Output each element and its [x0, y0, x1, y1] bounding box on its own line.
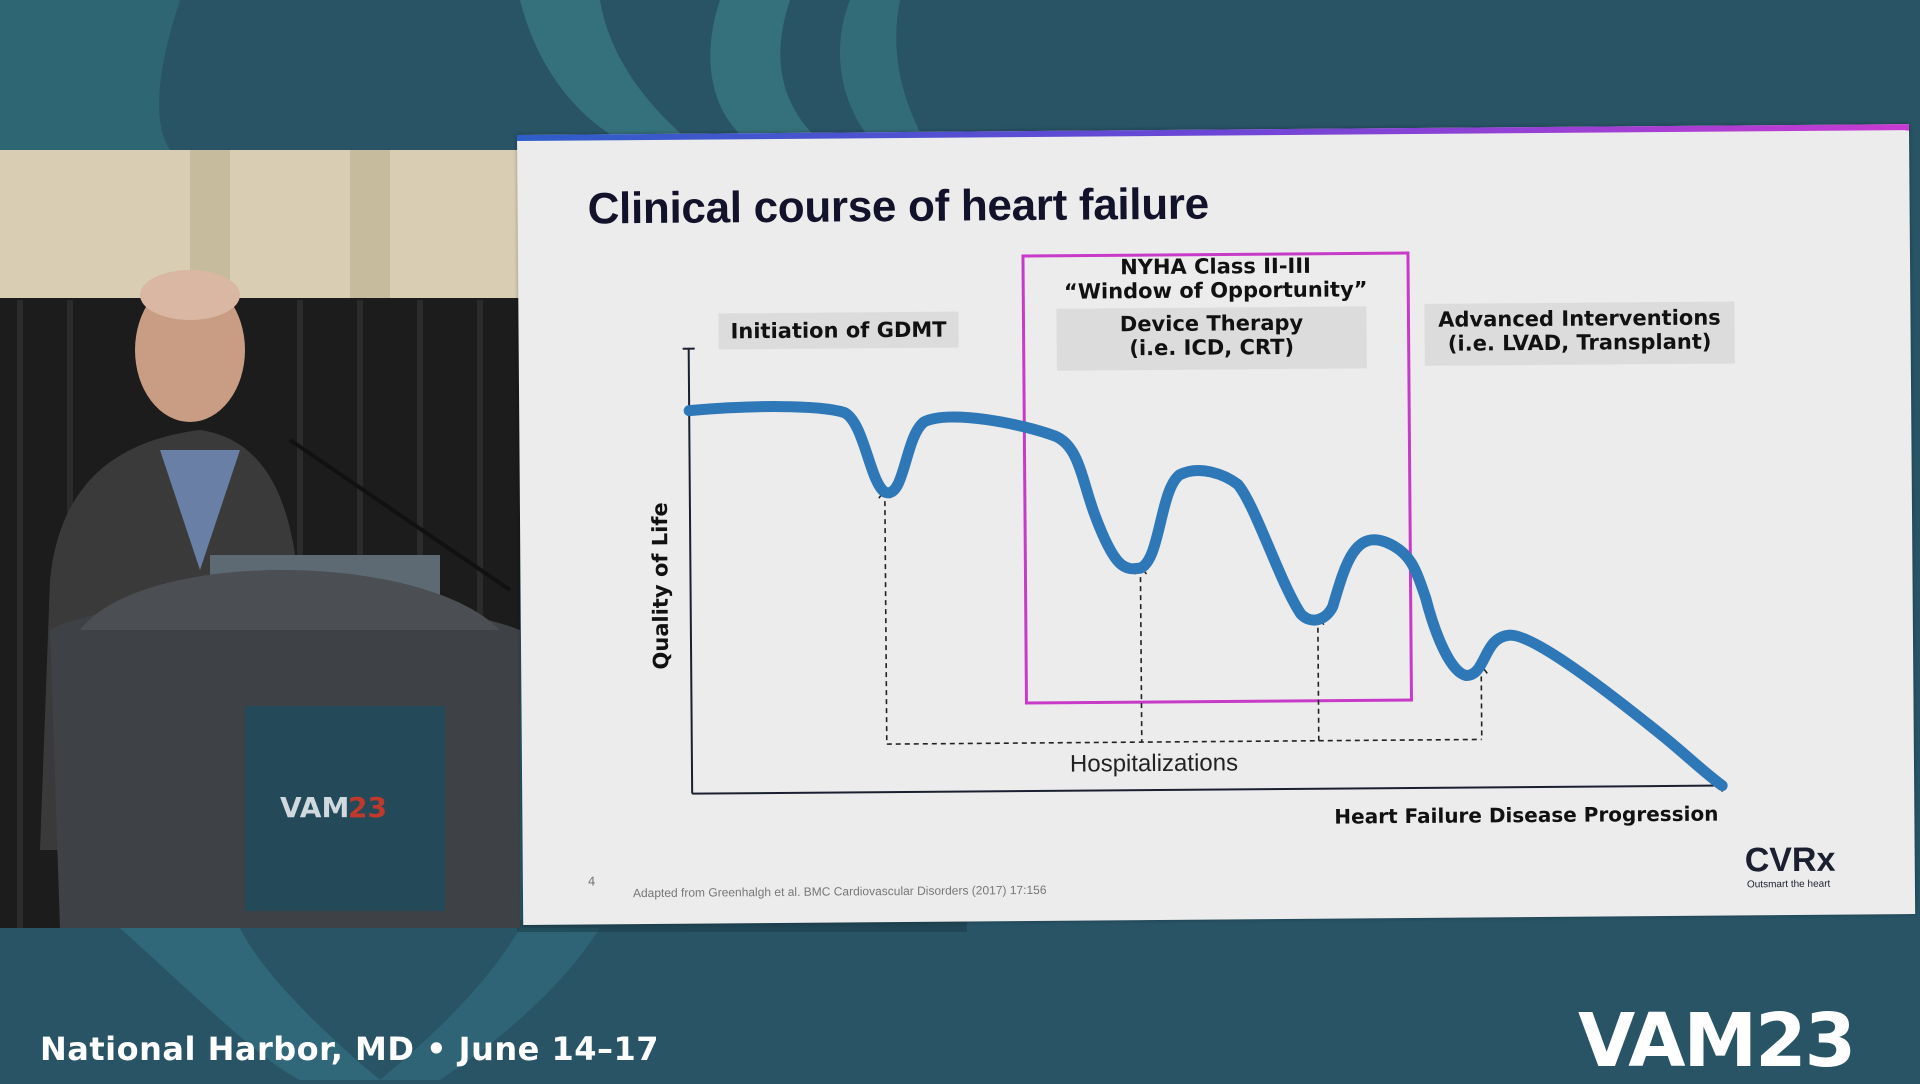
quality-of-life-curve	[689, 399, 1722, 794]
svg-text:23: 23	[348, 791, 387, 824]
hospitalizations-label: Hospitalizations	[1070, 749, 1238, 778]
y-axis-label: Quality of Life	[648, 496, 673, 676]
vam23-logo: VAM23	[1578, 998, 1854, 1072]
phase-device-therapy-label: Device Therapy (i.e. ICD, CRT)	[1056, 306, 1366, 370]
x-axis-label: Heart Failure Disease Progression	[1334, 802, 1718, 829]
cvrx-logo: CVRx	[1745, 841, 1836, 881]
speaker-video-feed: VAM 23	[0, 150, 520, 928]
hospitalization-lines	[885, 487, 1482, 744]
advanced-line2: (i.e. LVAD, Transplant)	[1425, 329, 1735, 355]
hospitalization-arrowheads	[879, 485, 1487, 678]
window-label-line1: NYHA Class II-III	[1023, 253, 1408, 280]
speaker-photo: VAM 23	[0, 150, 520, 928]
advanced-line1: Advanced Interventions	[1424, 305, 1734, 331]
device-therapy-line1: Device Therapy	[1056, 310, 1366, 336]
phase-gdmt-label: Initiation of GDMT	[718, 312, 958, 350]
vam23-logo-text: VAM23	[1578, 998, 1854, 1084]
svg-text:VAM: VAM	[280, 791, 349, 824]
presentation-slide: Clinical course of heart failure NYHA Cl…	[517, 124, 1915, 925]
device-therapy-line2: (i.e. ICD, CRT)	[1057, 334, 1367, 360]
slide-page-number: 4	[588, 874, 596, 888]
x-axis	[692, 786, 1722, 794]
window-label: NYHA Class II-III “Window of Opportunity…	[1023, 253, 1408, 304]
event-location-date: National Harbor, MD • June 14–17	[40, 1030, 659, 1068]
window-label-line2: “Window of Opportunity”	[1023, 277, 1408, 304]
phase-advanced-interventions-label: Advanced Interventions (i.e. LVAD, Trans…	[1424, 301, 1734, 365]
cvrx-tagline: Outsmart the heart	[1747, 879, 1830, 891]
